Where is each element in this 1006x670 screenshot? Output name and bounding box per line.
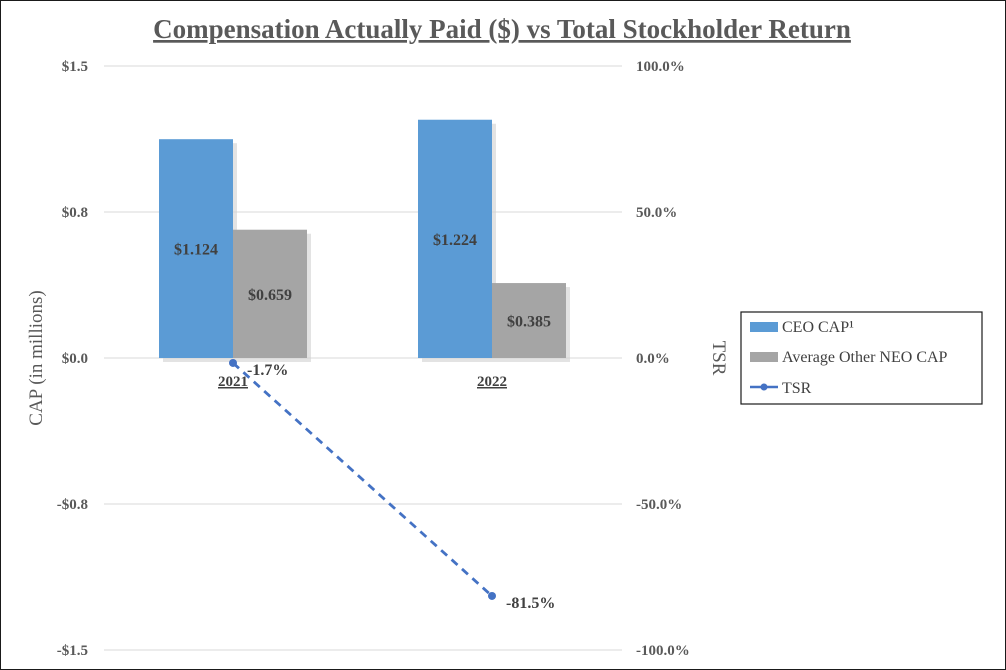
legend-swatch-tsr-marker — [760, 383, 768, 391]
left-tick-label: -$1.5 — [57, 643, 88, 659]
category-label: 2021 — [218, 374, 248, 390]
left-tick-label: $0.0 — [62, 351, 88, 367]
left-tick-label: -$0.8 — [57, 497, 88, 513]
bar-series — [159, 119, 570, 362]
data-labels: $1.124 $0.659 $1.224 $0.385 -1.7% -81.5% — [174, 232, 555, 612]
left-axis-ticks: $1.5 $0.8 $0.0 -$0.8 -$1.5 — [57, 59, 88, 659]
legend-label-tsr: TSR — [782, 380, 812, 397]
chart-title: Compensation Actually Paid ($) vs Total … — [153, 14, 851, 44]
left-axis-label: CAP (in millions) — [26, 290, 47, 425]
data-label-tsr: -81.5% — [506, 595, 555, 612]
left-tick-label: $0.8 — [62, 205, 88, 221]
data-label-neo-cap: $0.659 — [248, 287, 292, 304]
bar-neo-cap — [492, 283, 566, 358]
legend-label-neo-cap: Average Other NEO CAP — [782, 349, 948, 366]
left-tick-label: $1.5 — [62, 59, 88, 75]
right-axis-ticks: 100.0% 50.0% 0.0% -50.0% -100.0% — [636, 59, 690, 659]
legend-swatch-ceo-cap — [750, 322, 778, 332]
right-tick-label: -50.0% — [636, 497, 682, 513]
legend: CEO CAP¹ Average Other NEO CAP TSR — [740, 311, 983, 405]
legend-label-ceo-cap: CEO CAP¹ — [782, 319, 854, 336]
tsr-point — [229, 358, 237, 367]
legend-swatch-neo-cap — [750, 352, 778, 362]
tsr-series — [229, 358, 496, 600]
tsr-point — [488, 591, 496, 600]
data-label-ceo-cap: $1.224 — [433, 232, 477, 249]
bar-ceo-cap — [418, 119, 492, 358]
category-label: 2022 — [477, 374, 507, 390]
bar-ceo-cap — [159, 139, 233, 358]
right-axis-label: TSR — [708, 341, 729, 376]
data-label-ceo-cap: $1.124 — [174, 242, 218, 259]
data-label-tsr: -1.7% — [247, 362, 288, 379]
right-tick-label: 100.0% — [636, 59, 685, 75]
tsr-line — [232, 361, 493, 598]
data-label-neo-cap: $0.385 — [507, 314, 551, 331]
right-tick-label: 50.0% — [636, 205, 677, 221]
bar-neo-cap — [233, 229, 307, 358]
right-tick-label: -100.0% — [636, 643, 690, 659]
legend-box — [740, 311, 983, 405]
right-tick-label: 0.0% — [636, 351, 670, 367]
category-labels: 2021 2022 — [218, 374, 507, 390]
